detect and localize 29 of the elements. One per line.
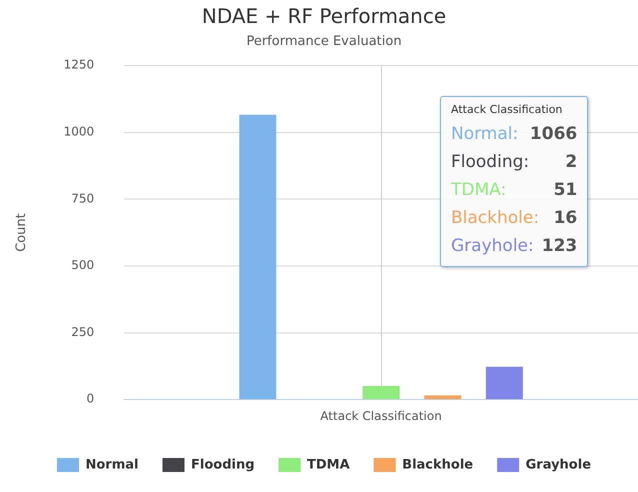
bar — [362, 386, 400, 400]
y-tick-label: 0 — [86, 392, 94, 406]
legend-label: Grayhole — [526, 457, 592, 472]
annotation: TDMA: — [451, 179, 506, 202]
annotation: Flooding: — [451, 151, 530, 174]
annotation: 2 — [565, 151, 578, 174]
annotation: Grayhole: — [451, 235, 534, 258]
annotation: 51 — [554, 179, 578, 202]
legend-label: Flooding — [190, 457, 255, 472]
chart-title: NDAE + RF Performance — [202, 4, 446, 28]
annotation: Normal: — [451, 123, 518, 146]
annotation: 123 — [542, 235, 578, 258]
y-tick-label: 250 — [71, 324, 94, 339]
y-tick-label: 1000 — [64, 124, 94, 139]
bar — [424, 395, 462, 400]
y-tick-label: 750 — [71, 191, 94, 206]
annotation: Blackhole: — [451, 207, 540, 230]
chart-subtitle: Performance Evaluation — [246, 34, 402, 50]
legend-label: TDMA — [307, 457, 350, 472]
bar — [486, 366, 523, 400]
bar — [239, 114, 276, 400]
annotation: 16 — [554, 207, 578, 230]
annotation: 1066 — [530, 123, 578, 146]
legend-label: Normal — [85, 457, 138, 472]
y-axis-title: Count — [14, 213, 30, 252]
annotation: Attack Classification — [451, 103, 564, 116]
legend-label: Blackhole — [402, 457, 474, 472]
y-tick-label: 1250 — [64, 58, 94, 72]
y-tick-label: 500 — [71, 258, 94, 272]
